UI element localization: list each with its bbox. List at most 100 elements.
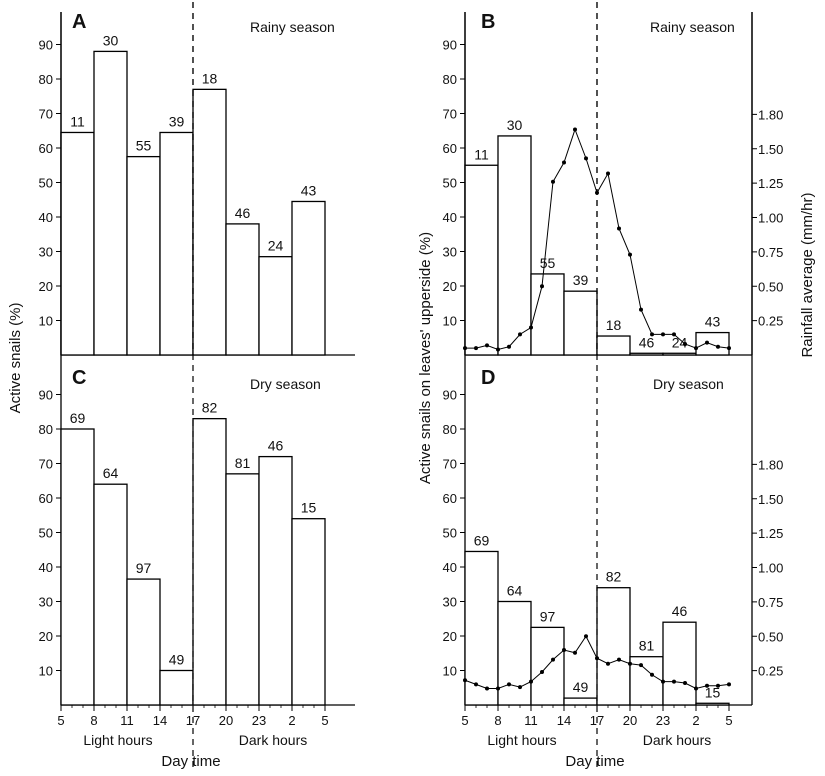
rainfall-point xyxy=(628,252,632,257)
rainfall-point xyxy=(573,650,577,655)
season-label-c: Dry season xyxy=(250,376,321,392)
bar-label: 97 xyxy=(136,560,152,576)
rainfall-point xyxy=(551,179,555,184)
bar xyxy=(192,88,227,356)
bar-label: 64 xyxy=(507,583,523,599)
bar-label: 69 xyxy=(474,532,490,548)
rainfall-point xyxy=(584,156,588,161)
rainfall-point xyxy=(705,340,709,345)
y-tick-label: 20 xyxy=(443,629,457,644)
y-tick-label: 50 xyxy=(443,176,457,191)
bar xyxy=(530,273,565,356)
bar-label: 15 xyxy=(705,684,721,700)
y-tick-label: 30 xyxy=(39,245,53,260)
x-tick-label: 11 xyxy=(120,713,134,728)
rainfall-point xyxy=(694,686,698,691)
rainfall-point xyxy=(485,343,489,348)
x-tick-label: 20 xyxy=(219,713,233,728)
bar-label: 82 xyxy=(606,569,622,585)
panel-letter-d: D xyxy=(481,367,495,389)
y-tick-label: 30 xyxy=(39,595,53,610)
rainfall-point xyxy=(716,344,720,349)
rainfall-point xyxy=(628,661,632,666)
rainfall-point xyxy=(518,685,522,690)
bar-label: 81 xyxy=(235,455,251,471)
rainfall-point xyxy=(507,344,511,349)
bar-label: 43 xyxy=(705,314,721,330)
y2-tick-label: 1.50 xyxy=(758,492,783,507)
bar xyxy=(563,697,598,706)
bar-label: 30 xyxy=(103,32,119,48)
y-tick-label: 20 xyxy=(443,279,457,294)
rainfall-point xyxy=(617,226,621,231)
bar-label: 55 xyxy=(540,255,556,271)
x-tick-label: 14 xyxy=(557,713,571,728)
x-tick-label: 5 xyxy=(725,713,732,728)
y-tick-label: 50 xyxy=(39,176,53,191)
x-tick-label: 23 xyxy=(252,713,266,728)
rainfall-point xyxy=(716,683,720,688)
bar-label: 11 xyxy=(474,146,489,162)
x-tick-label: 23 xyxy=(656,713,670,728)
bar xyxy=(695,702,730,706)
season-label-b: Rainy season xyxy=(650,19,735,35)
bar-label: 81 xyxy=(639,638,655,654)
panel-letter-b: B xyxy=(481,11,495,33)
x-tick-label: 2 xyxy=(288,713,295,728)
bar xyxy=(159,131,194,356)
bar-label: 64 xyxy=(103,465,119,481)
rainfall-point xyxy=(606,171,610,176)
panel-a: A Rainy season 10 20 30 40 50 60 70 80 90 11 30 55 3… xyxy=(39,2,355,356)
bar-label: 97 xyxy=(540,608,556,624)
y-axis-title-middle: Active snails on leaves' upperside (%) xyxy=(417,232,434,484)
bar-label: 49 xyxy=(573,679,589,695)
y-tick-label: 60 xyxy=(443,141,457,156)
bar xyxy=(192,417,227,706)
bar-label: 15 xyxy=(301,500,317,516)
bar xyxy=(159,669,194,706)
rainfall-point xyxy=(639,663,643,668)
bar xyxy=(596,335,631,356)
y2-tick-label: 1.25 xyxy=(758,526,783,541)
y-tick-label: 10 xyxy=(39,664,53,679)
rainfall-point xyxy=(606,661,610,666)
rainfall-point xyxy=(727,346,731,351)
y-tick-label: 10 xyxy=(443,314,457,329)
panel-letter-c: C xyxy=(72,367,86,389)
y-tick-label: 20 xyxy=(39,629,53,644)
y2-tick-label: 1.00 xyxy=(758,211,783,226)
y-tick-label: 70 xyxy=(39,107,53,122)
rainfall-point xyxy=(661,332,665,337)
x-tick-label: 8 xyxy=(90,713,97,728)
y-tick-label: 90 xyxy=(39,388,53,403)
x-tick-label: 8 xyxy=(494,713,501,728)
rainfall-point xyxy=(529,325,533,330)
bar xyxy=(258,455,293,706)
dark-hours-label: Dark hours xyxy=(239,732,307,748)
bar xyxy=(464,164,499,356)
rainfall-point xyxy=(584,634,588,639)
y-tick-label: 40 xyxy=(443,560,457,575)
panel-c: C Dry season 10 20 30 40 50 60 70 80 90 69 64 97 49 8… xyxy=(39,2,355,770)
bar-label: 49 xyxy=(169,652,185,668)
rainfall-point xyxy=(683,342,687,346)
panel-letter-a: A xyxy=(72,11,86,33)
y-tick-label: 40 xyxy=(443,210,457,225)
y2-tick-label: 0.75 xyxy=(758,595,783,610)
bar xyxy=(291,518,326,706)
rainfall-point xyxy=(727,682,731,687)
x-tick-label: 14 xyxy=(153,713,167,728)
rainfall-point xyxy=(672,332,676,337)
y-tick-label: 60 xyxy=(443,491,457,506)
rainfall-point xyxy=(496,686,500,691)
rainfall-point xyxy=(595,656,599,661)
bar xyxy=(60,428,95,706)
bar xyxy=(596,587,631,706)
rainfall-point xyxy=(683,681,687,685)
x-axis-title: Day time xyxy=(565,753,624,770)
x-tick-label: 17 xyxy=(186,713,200,728)
bar-label: 39 xyxy=(169,113,185,129)
bar xyxy=(662,621,697,706)
y-tick-label: 70 xyxy=(443,457,457,472)
x-tick-label: 5 xyxy=(461,713,468,728)
